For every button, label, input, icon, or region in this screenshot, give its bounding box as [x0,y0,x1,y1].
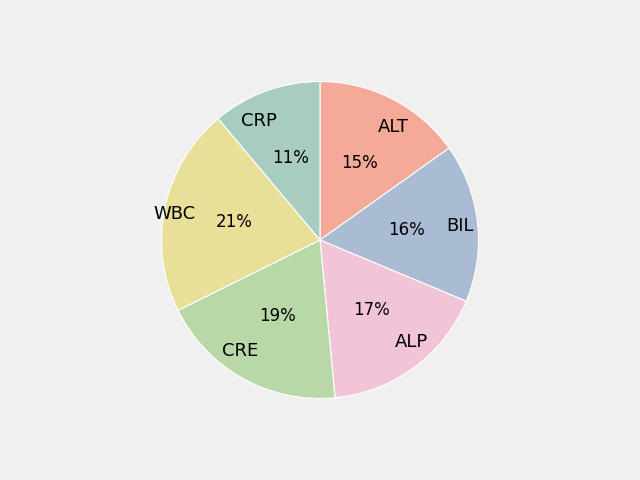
Wedge shape [161,119,320,311]
Wedge shape [178,240,335,398]
Text: ALP: ALP [395,333,428,351]
Text: 19%: 19% [259,307,296,325]
Wedge shape [320,240,466,398]
Wedge shape [218,82,320,240]
Text: 16%: 16% [388,221,425,240]
Text: CRP: CRP [241,112,276,130]
Text: ALT: ALT [378,118,409,136]
Wedge shape [320,148,479,301]
Text: 11%: 11% [272,149,308,167]
Text: WBC: WBC [154,205,196,223]
Wedge shape [320,82,449,240]
Text: 15%: 15% [342,154,378,171]
Text: BIL: BIL [446,217,474,235]
Text: 21%: 21% [216,213,253,231]
Text: CRE: CRE [222,342,259,360]
Text: 17%: 17% [353,301,390,319]
